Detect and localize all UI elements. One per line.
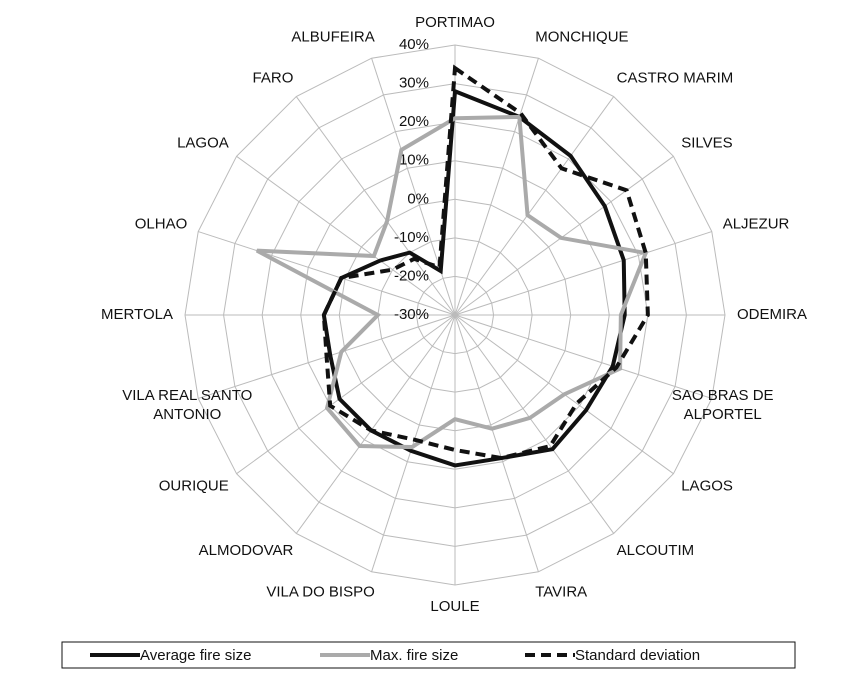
category-label: TAVIRA [535, 584, 587, 601]
r-tick-label: 30% [399, 75, 429, 92]
spoke [236, 314, 456, 475]
legend-box [61, 641, 796, 669]
spoke [295, 96, 456, 316]
r-tick-label: -10% [394, 229, 429, 246]
category-label: ALCOUTIM [617, 542, 695, 559]
category-label: ALMODOVAR [199, 542, 294, 559]
spoke [295, 314, 456, 534]
spoke [454, 314, 539, 572]
spoke [454, 96, 615, 316]
legend-label: Average fire size [140, 647, 251, 664]
category-label: SILVES [681, 134, 732, 151]
category-label-line: ANTONIO [153, 406, 221, 423]
r-tick-label: -20% [394, 267, 429, 284]
spoke [454, 58, 539, 316]
spoke [454, 314, 712, 399]
category-label: PORTIMAO [415, 14, 495, 31]
category-label: LAGOS [681, 478, 733, 495]
category-label: CASTRO MARIM [617, 70, 734, 87]
category-label: MONCHIQUE [535, 28, 628, 45]
category-label: LAGOA [177, 134, 229, 151]
category-label-line: ALPORTEL [684, 406, 762, 423]
spoke [236, 155, 456, 316]
r-tick-label: 10% [399, 152, 429, 169]
category-label: SAO BRAS DE ALPORTEL [672, 387, 774, 423]
category-label-line: SAO BRAS DE [672, 387, 774, 404]
r-tick-label: 40% [399, 36, 429, 53]
r-tick-label: -30% [394, 306, 429, 323]
category-label: OLHAO [135, 216, 188, 233]
series-line [321, 88, 627, 468]
category-label: OURIQUE [159, 478, 229, 495]
category-label: ALBUFEIRA [291, 28, 374, 45]
spoke [198, 231, 456, 316]
category-label: MERTOLA [101, 306, 173, 323]
series-line [255, 114, 649, 450]
category-label: VILA DO BISPO [266, 584, 374, 601]
spoke [454, 314, 615, 534]
r-tick-label: 20% [399, 113, 429, 130]
spoke [454, 231, 712, 316]
category-label-line: VILA REAL SANTO [122, 387, 252, 404]
legend-label: Standard deviation [575, 647, 700, 664]
spoke [371, 314, 456, 572]
category-label: ALJEZUR [723, 216, 790, 233]
spoke [454, 155, 674, 316]
r-tick-label: 0% [407, 190, 429, 207]
category-label: VILA REAL SANTO ANTONIO [122, 387, 252, 423]
category-label: LOULE [430, 598, 479, 615]
legend-label: Max. fire size [370, 647, 458, 664]
category-label: FARO [253, 70, 294, 87]
category-label: ODEMIRA [737, 306, 807, 323]
